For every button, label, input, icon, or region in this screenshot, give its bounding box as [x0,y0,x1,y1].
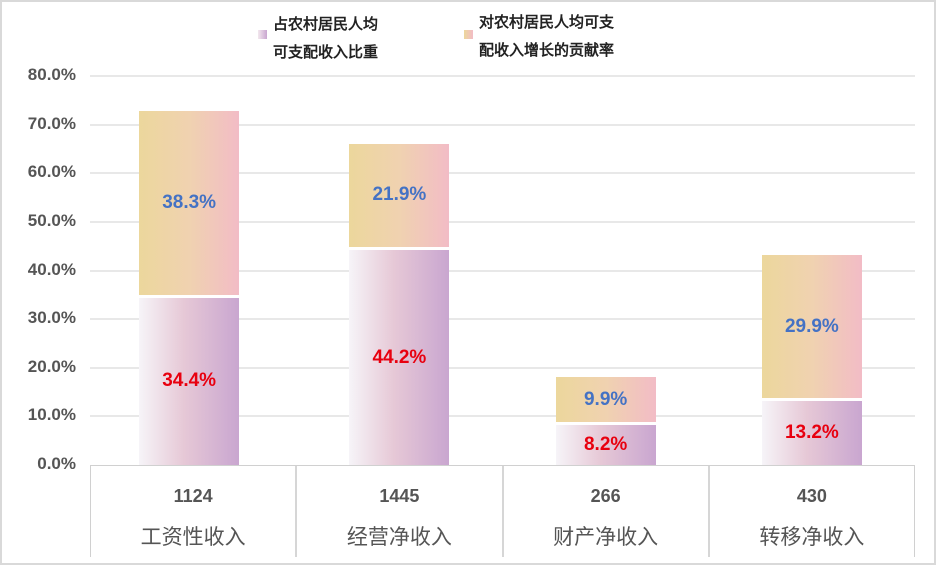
category-label: 经营净收入 [346,525,452,549]
category-cell: 1445 经营净收入 [297,466,504,557]
y-tick-label: 30.0% [27,308,76,328]
legend-label-share-line2: 可支配收入比重 [273,43,379,61]
gridline [90,220,915,223]
category-label: 工资性收入 [140,525,246,549]
y-tick-label: 40.0% [27,259,76,279]
bar-contribution: 29.9% [761,255,862,398]
bar-contribution: 9.9% [555,376,656,423]
y-tick-label: 20.0% [27,356,76,376]
category-label: 财产净收入 [553,525,659,549]
gridline [90,123,915,126]
gridline [90,318,915,321]
category-cell: 430 转移净收入 [710,466,914,557]
category-value: 430 [796,486,827,506]
legend-swatch-contribution [464,30,473,39]
bar-share: 34.4% [139,297,240,465]
y-tick-label: 60.0% [27,162,76,182]
gridline [90,172,915,175]
gridline [90,366,915,369]
legend-item-share: 占农村居民人均 可支配收入比重 [258,10,378,66]
y-tick-label: 0.0% [37,454,76,473]
bar-contribution: 38.3% [139,111,240,295]
y-tick-label: 50.0% [27,210,76,230]
bar-contribution: 21.9% [349,143,450,248]
legend-swatch-share [258,30,267,39]
y-tick-label: 10.0% [27,405,76,425]
category-table: 1124 工资性收入 1445 经营净收入 266 财产净收入 430 转移净收入 [90,465,915,557]
category-value: 266 [590,486,621,506]
bar-share: 8.2% [555,425,656,465]
bar-share: 44.2% [349,250,450,465]
gridline [90,269,915,272]
gridline [90,75,915,77]
category-label: 转移净收入 [759,525,865,549]
legend-label-contribution-line1: 对农村居民人均可支 [479,13,615,31]
legend-item-contribution: 对农村居民人均可支 配收入增长的贡献率 [464,8,614,64]
category-value: 1445 [379,486,420,506]
bar-share: 13.2% [761,400,862,465]
gridline [90,415,915,418]
category-cell: 266 财产净收入 [504,466,710,557]
legend-label-share-line1: 占农村居民人均 [273,15,379,33]
y-tick-label: 70.0% [27,113,76,133]
category-value: 1124 [173,486,213,506]
category-cell: 1124 工资性收入 [91,466,298,557]
y-tick-label: 80.0% [27,65,76,84]
legend-label-contribution-line2: 配收入增长的贡献率 [479,41,615,59]
